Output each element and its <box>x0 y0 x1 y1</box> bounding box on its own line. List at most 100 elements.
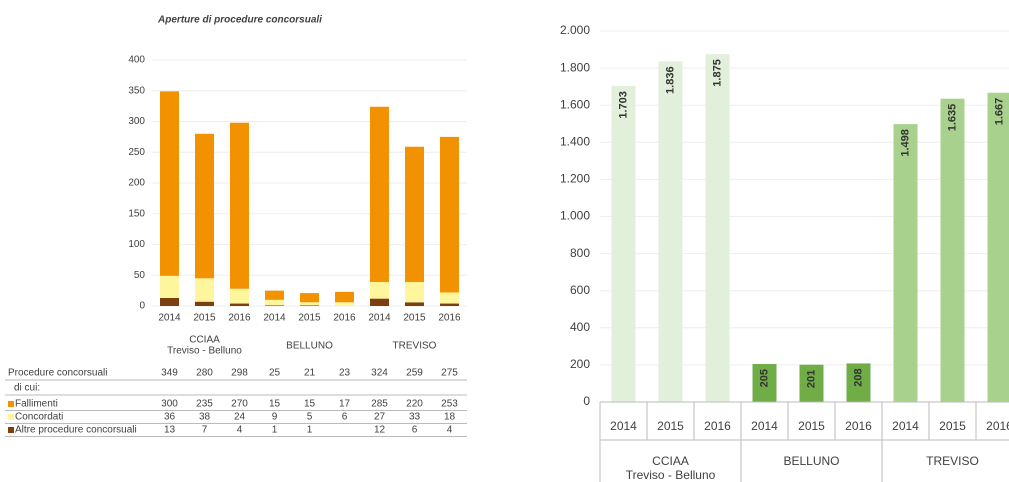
table-cell: 25 <box>269 368 281 379</box>
y-tick-label: 1.400 <box>560 134 590 148</box>
bar-segment <box>300 305 319 306</box>
bar-segment <box>230 122 249 289</box>
y-tick-label: 50 <box>134 270 146 281</box>
table-cell: 15 <box>304 399 316 410</box>
bar-segment <box>335 291 354 303</box>
bar-segment <box>405 302 424 306</box>
legend-swatch <box>8 401 14 407</box>
table-cell: 27 <box>374 412 386 423</box>
legend-swatch <box>8 414 14 420</box>
x-tick-label: 2015 <box>939 419 966 433</box>
y-tick-label: 1.600 <box>560 97 590 111</box>
value-label: 1.703 <box>617 91 629 119</box>
table-cell: 38 <box>199 412 211 423</box>
bar-segment <box>370 298 389 306</box>
table-cell: 23 <box>339 368 351 379</box>
group-label: Treviso - Belluno <box>626 468 716 482</box>
bar-segment <box>335 302 354 306</box>
table-cell: 275 <box>441 368 458 379</box>
bar-segment <box>160 275 179 299</box>
x-tick-label: 2015 <box>403 313 426 324</box>
x-tick-label: 2014 <box>751 419 778 433</box>
value-label: 208 <box>852 368 864 386</box>
y-tick-label: 200 <box>570 357 590 371</box>
bar <box>705 54 730 402</box>
table-cell: 5 <box>307 412 313 423</box>
table-cell: 285 <box>371 399 388 410</box>
value-label: 1.635 <box>946 104 958 132</box>
group-label: BELLUNO <box>783 454 839 468</box>
table-cell: 298 <box>231 368 248 379</box>
value-label: 1.875 <box>711 59 723 87</box>
x-tick-label: 2015 <box>298 313 321 324</box>
x-tick-label: 2016 <box>438 313 461 324</box>
y-tick-label: 1.000 <box>560 209 590 223</box>
bar-segment <box>300 293 319 303</box>
x-tick-label: 2016 <box>228 313 251 324</box>
y-tick-label: 2.000 <box>560 23 590 37</box>
table-cell: 7 <box>202 425 208 436</box>
group-label: TREVISO <box>393 341 437 352</box>
bar-segment <box>230 288 249 304</box>
bar-segment <box>160 91 179 276</box>
table-cell: 21 <box>304 368 316 379</box>
table-cell: 324 <box>371 368 388 379</box>
x-tick-label: 2014 <box>263 313 286 324</box>
table-cell: 18 <box>444 412 456 423</box>
bar-segment <box>195 133 214 279</box>
x-tick-label: 2014 <box>892 419 919 433</box>
bar-segment <box>265 299 284 306</box>
y-tick-label: 200 <box>128 178 145 189</box>
table-cell: 4 <box>237 425 243 436</box>
y-tick-label: 400 <box>570 320 590 334</box>
table-cell: 24 <box>234 412 246 423</box>
group-label: Treviso - Belluno <box>167 346 242 357</box>
table-cell: 4 <box>447 425 453 436</box>
table-cell: 13 <box>164 425 176 436</box>
value-label: 1.498 <box>899 129 911 157</box>
x-tick-label: 2016 <box>845 419 872 433</box>
table-cell: 33 <box>409 412 421 423</box>
bar-segment <box>160 298 179 306</box>
table-cell: 235 <box>196 399 213 410</box>
bar-segment <box>405 282 424 303</box>
group-label: TREVISO <box>926 454 979 468</box>
value-label: 205 <box>758 369 770 387</box>
table-cell: 17 <box>339 399 351 410</box>
table-cell: 15 <box>269 399 281 410</box>
y-tick-label: 300 <box>128 116 145 127</box>
bar <box>987 92 1009 403</box>
y-tick-label: 800 <box>570 246 590 260</box>
x-tick-label: 2016 <box>333 313 356 324</box>
bar-segment <box>265 290 284 300</box>
table-cell: 349 <box>161 368 178 379</box>
bar <box>611 86 636 402</box>
row-label: di cui: <box>14 383 40 394</box>
table-cell: 259 <box>406 368 423 379</box>
y-tick-label: 0 <box>583 394 590 408</box>
value-label: 1.836 <box>664 66 676 94</box>
group-label: BELLUNO <box>286 341 333 352</box>
table-cell: 300 <box>161 399 178 410</box>
bar-segment <box>265 305 284 306</box>
row-label: Procedure concorsuali <box>8 368 108 379</box>
value-label: 1.667 <box>993 98 1005 126</box>
x-tick-label: 2015 <box>798 419 825 433</box>
bar <box>752 363 777 402</box>
table-cell: 6 <box>342 412 348 423</box>
x-tick-label: 2016 <box>986 419 1009 433</box>
y-tick-label: 250 <box>128 147 145 158</box>
table-cell: 270 <box>231 399 248 410</box>
table-cell: 6 <box>412 425 418 436</box>
y-tick-label: 150 <box>128 208 145 219</box>
table-cell: 220 <box>406 399 423 410</box>
table-cell: 1 <box>307 425 313 436</box>
x-tick-label: 2014 <box>610 419 637 433</box>
legend-label: Fallimenti <box>15 399 58 410</box>
x-tick-label: 2014 <box>158 313 181 324</box>
bar-segment <box>195 301 214 306</box>
bar-segment <box>440 303 459 306</box>
bar <box>940 98 965 403</box>
legend-label: Altre procedure concorsuali <box>15 425 137 436</box>
